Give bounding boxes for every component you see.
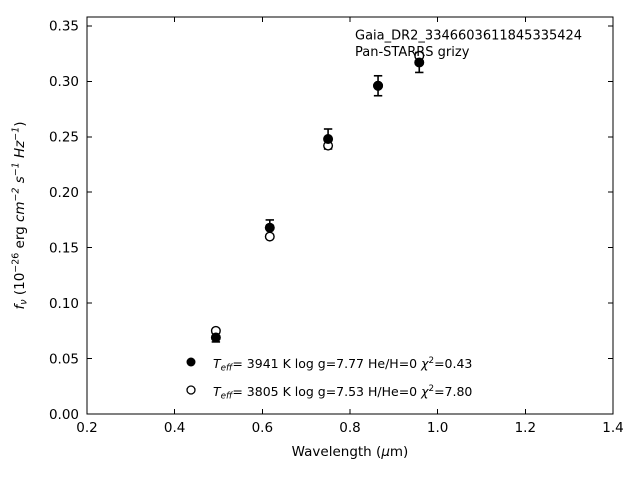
x-tick-label: 0.2	[76, 420, 97, 436]
legend: Teff= 3941 K log g=7.77 He/H=0 χ2=0.43 Te…	[186, 356, 472, 401]
y-tick-label: 0.25	[49, 130, 79, 146]
data-point-filled-circle	[373, 80, 384, 91]
series-filled-circle	[210, 57, 425, 343]
data-point-filled-circle	[323, 133, 334, 144]
x-tick-label: 0.8	[339, 420, 360, 436]
x-tick-label: 1.0	[427, 420, 448, 436]
data-point-filled-circle	[264, 222, 275, 233]
data-point-filled-circle	[414, 57, 425, 68]
annotation-photometry: Pan-STARRS grizy	[355, 45, 470, 60]
x-tick-label: 1.2	[515, 420, 536, 436]
y-axis: 0.00 0.05 0.10 0.15 0.20 0.25 0.30 0.35	[49, 19, 613, 423]
legend-marker-open-circle	[186, 385, 196, 395]
data-point-filled-circle	[210, 332, 221, 343]
y-axis-label: fν (10−26 erg cm−2 s−1 Hz−1)	[11, 121, 30, 309]
y-tick-label: 0.15	[49, 240, 79, 256]
legend-row-label: Teff= 3805 K log g=7.53 H/He=0 χ2=7.80	[213, 384, 472, 401]
legend-marker-filled-circle	[186, 357, 196, 367]
y-tick-label: 0.35	[49, 19, 79, 35]
y-tick-label: 0.10	[49, 296, 79, 312]
x-tick-label: 1.4	[602, 420, 623, 436]
legend-row-label: Teff= 3941 K log g=7.77 He/H=0 χ2=0.43	[213, 356, 472, 373]
y-tick-label: 0.30	[49, 74, 79, 90]
x-tick-label: 0.6	[252, 420, 273, 436]
x-tick-label: 0.4	[164, 420, 185, 436]
y-tick-label: 0.20	[49, 185, 79, 201]
x-axis: 0.2 0.4 0.6 0.8 1.0 1.2 1.4	[76, 17, 624, 436]
y-tick-label: 0.00	[49, 407, 79, 423]
annotation-source-id: Gaia_DR2_3346603611845335424	[355, 29, 582, 44]
y-tick-label: 0.05	[49, 351, 79, 367]
data-point-open-circle	[264, 231, 275, 242]
x-axis-label: Wavelength (μm)	[292, 444, 409, 460]
